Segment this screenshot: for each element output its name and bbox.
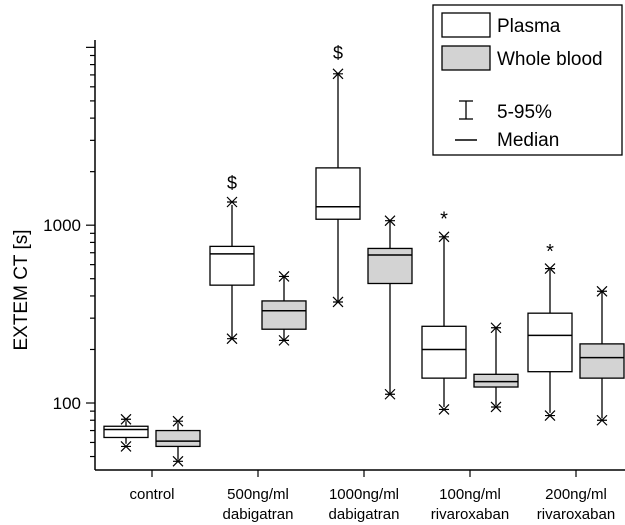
box-whole-blood	[155, 415, 201, 467]
significance-marker: *	[440, 209, 448, 231]
outlier-marker	[490, 401, 502, 413]
outlier-marker	[544, 410, 556, 421]
outlier-marker	[226, 333, 238, 345]
outlier-marker	[120, 440, 132, 452]
box-plasma: $	[209, 173, 255, 345]
box-plasma: *	[421, 209, 467, 415]
x-tick-label: control	[129, 486, 174, 503]
box-plasma: *	[527, 241, 573, 421]
significance-marker: $	[333, 43, 343, 63]
x-tick-label: rivaroxaban	[537, 506, 615, 523]
x-tick-label: 200ng/ml	[545, 486, 607, 503]
axes	[94, 40, 625, 471]
outlier-marker	[172, 415, 184, 427]
x-tick-label: dabigatran	[329, 506, 400, 523]
box-whole-blood	[261, 271, 307, 346]
box-plasma	[103, 413, 149, 452]
outlier-marker	[278, 271, 290, 282]
box-iqr	[527, 312, 573, 373]
x-tick-label: 1000ng/ml	[329, 486, 399, 503]
box-iqr	[421, 325, 467, 379]
box-iqr	[103, 425, 149, 439]
box-series: $ $ * *	[103, 43, 625, 467]
legend-swatch-plasma	[441, 12, 491, 38]
outlier-marker	[332, 68, 344, 80]
box-iqr	[367, 247, 413, 285]
box-iqr	[261, 300, 307, 330]
y-tick-label: 1000	[43, 216, 81, 235]
box-whole-blood	[367, 215, 413, 400]
legend: Plasma Whole blood 5-95% Median	[432, 4, 623, 156]
x-tick-label: 500ng/ml	[227, 486, 289, 503]
legend-swatch-whole-blood	[441, 45, 491, 71]
outlier-marker	[438, 231, 450, 243]
outlier-marker	[384, 388, 396, 400]
outlier-marker	[226, 196, 238, 208]
legend-label-median: Median	[497, 130, 559, 151]
legend-whisker-symbol	[459, 100, 473, 120]
box-iqr	[155, 429, 201, 448]
y-axis-ticks: 100 1000	[43, 46, 95, 458]
x-axis-labels: control 500ng/ml dabigatran 1000ng/ml dabiga…	[129, 470, 615, 523]
x-tick-label: 100ng/ml	[439, 486, 501, 503]
outlier-marker	[278, 334, 290, 346]
x-tick-label: dabigatran	[223, 506, 294, 523]
box-iqr	[473, 373, 519, 388]
box-whole-blood	[579, 285, 625, 426]
box-plasma: $	[315, 43, 361, 308]
legend-label-plasma: Plasma	[497, 16, 561, 37]
box-iqr	[315, 167, 361, 220]
outlier-marker	[544, 263, 556, 275]
outlier-marker	[172, 455, 184, 467]
outlier-marker	[596, 414, 608, 426]
outlier-marker	[490, 322, 502, 334]
significance-marker: *	[546, 241, 554, 263]
y-axis-label: EXTEM CT [s]	[11, 229, 32, 350]
legend-label-whole-blood: Whole blood	[497, 49, 603, 70]
legend-label-whisker: 5-95%	[497, 102, 552, 123]
box-iqr	[209, 245, 255, 286]
outlier-marker	[384, 215, 396, 227]
outlier-marker	[332, 296, 344, 308]
outlier-marker	[438, 404, 450, 415]
box-iqr	[579, 343, 625, 379]
significance-marker: $	[227, 173, 237, 193]
x-tick-label: rivaroxaban	[431, 506, 509, 523]
outlier-marker	[596, 285, 608, 297]
box-whole-blood	[473, 322, 519, 413]
y-tick-label: 100	[53, 394, 81, 413]
outlier-marker	[120, 413, 132, 425]
